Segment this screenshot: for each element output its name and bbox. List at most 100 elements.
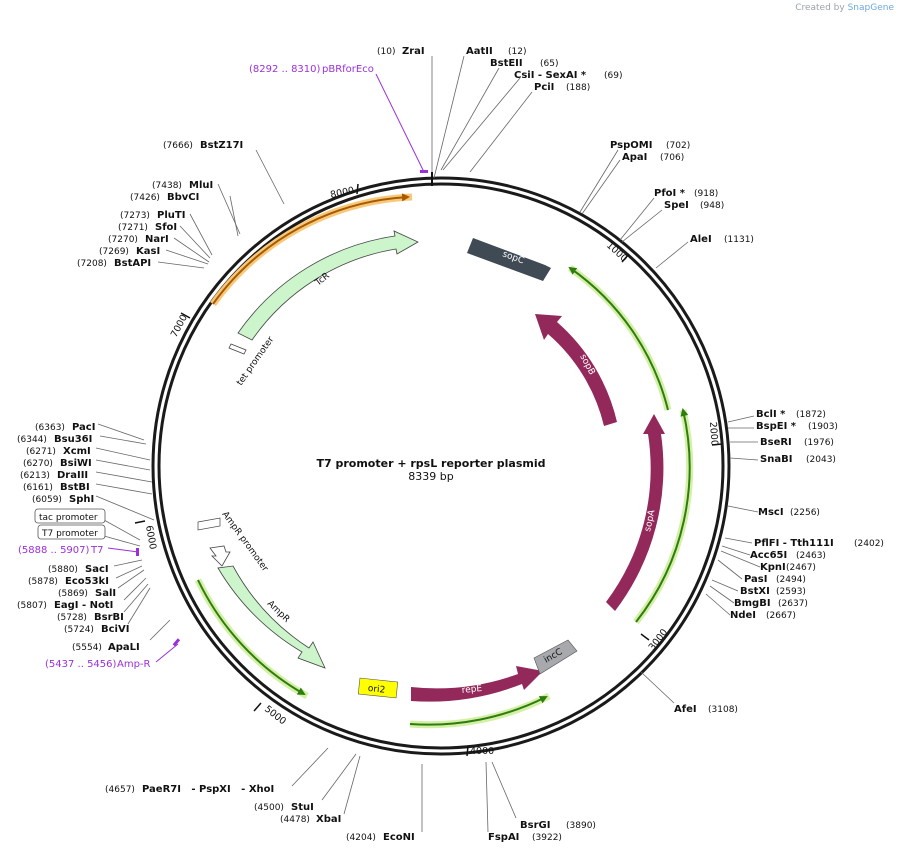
site-Eco53kI: Eco53kI — [65, 576, 109, 587]
site-BsrGI: BsrGI — [520, 820, 550, 831]
site-XbaI-pos: (4478) — [280, 815, 310, 825]
promoter-box-lines — [103, 519, 141, 547]
site-BstXI-pos: (2593) — [776, 587, 806, 597]
tick-2000: 2000 — [707, 421, 720, 446]
site-SacI: SacI — [85, 564, 109, 575]
site-BstAPI-pos: (7208) — [77, 259, 107, 269]
primer-pBRforEco-range: (8292 .. 8310) — [249, 64, 321, 75]
green-orf-left — [197, 579, 306, 695]
site-lines — [95, 55, 761, 833]
site-SpeI-pos: (948) — [700, 201, 724, 211]
site-AfeI: AfeI — [674, 704, 697, 715]
tick-3000: 3000 — [647, 627, 671, 653]
site-KasI: KasI — [136, 246, 160, 257]
site-BciVI: BciVI — [101, 624, 129, 635]
primer-T7-name: T7 — [90, 545, 103, 556]
ampR-feature — [217, 565, 326, 669]
site-AatII-pos: (12) — [508, 47, 526, 57]
site-BbvCI: BbvCI — [167, 192, 199, 203]
site-FspAI: FspAI — [488, 832, 519, 843]
repE-feature — [411, 666, 543, 702]
site-SalI: SalI — [95, 588, 116, 599]
site-BstBI-pos: (6161) — [23, 483, 53, 493]
site-PciI-pos: (188) — [566, 83, 590, 93]
site-ApaLI: ApaLI — [108, 642, 140, 653]
green-orf-right-lower — [635, 408, 691, 623]
primer-pBRforEco-name: pBRforEco — [322, 64, 374, 75]
site-labels: (10) ZraI AatII (12) BstEII (65) CsiI - … — [17, 46, 884, 843]
primer-AmpR-name: Amp-R — [117, 659, 151, 670]
tcr-feature — [237, 230, 419, 341]
site-Eco53kI-pos: (5878) — [28, 577, 58, 587]
ori2-label: ori2 — [367, 684, 385, 696]
tet-promoter-label: tet promoter — [235, 335, 276, 388]
site-PflFI-pos: (2402) — [854, 539, 884, 549]
sopB-feature — [535, 314, 617, 426]
site-SphI-pos: (6059) — [32, 495, 62, 505]
green-orf-right-lower-glow — [633, 409, 694, 625]
tick-4000: 4000 — [470, 746, 494, 757]
site-BclI: BclI * — [756, 409, 786, 420]
site-NdeI: NdeI — [730, 610, 756, 621]
site-XhoI-pos: (4657) — [105, 785, 135, 795]
site-PspOMI-pos: (702) — [666, 141, 690, 151]
site-StuI-pos: (4500) — [254, 803, 284, 813]
site-BstEII-pos: (65) — [540, 59, 558, 69]
sopA-feature — [606, 414, 665, 611]
site-BspEI: BspEI * — [756, 421, 797, 432]
site-BstAPI: BstAPI — [114, 258, 151, 269]
primer-AmpR-mark — [172, 638, 181, 647]
snapgene-credit: Created by SnapGene — [795, 3, 894, 13]
site-NotI-pos: (5807) — [17, 601, 47, 611]
site-XbaI: XbaI — [316, 814, 341, 825]
site-Acc65I: Acc65I — [750, 550, 787, 561]
site-SalI-pos: (5869) — [58, 589, 88, 599]
green-orf-bottom — [409, 696, 548, 726]
site-Acc65I-pos: (2463) — [796, 551, 826, 561]
primer-lines — [107, 73, 425, 663]
site-BseRI: BseRI — [760, 437, 792, 448]
snapgene-brand: SnapGene — [847, 3, 894, 13]
site-FspAI-pos: (3922) — [532, 833, 562, 843]
site-CsiI-pos: (69) — [604, 71, 622, 81]
site-EcoNI: EcoNI — [383, 832, 415, 843]
t7-promoter-label: T7 promoter — [41, 529, 98, 539]
tac-promoter-box — [34, 508, 106, 524]
site-ZraI: ZraI — [402, 46, 425, 57]
tick-6000: 6000 — [143, 525, 158, 551]
orange-orf — [212, 193, 410, 305]
site-BsiWI: BsiWI — [60, 458, 92, 469]
t7-promoter-box — [37, 524, 106, 540]
site-MluI: MluI — [189, 180, 213, 191]
ampR-promoter-label: AmpR promoter — [220, 510, 270, 574]
site-SphI: SphI — [69, 494, 94, 505]
primer-T7-range: (5888 .. 5907) — [18, 545, 90, 556]
site-PluTI: PluTI — [157, 210, 185, 221]
site-NarI-pos: (7270) — [108, 235, 138, 245]
site-PfoI: PfoI * — [654, 188, 686, 199]
site-PacI-pos: (6363) — [35, 423, 65, 433]
site-KpnI: KpnI — [760, 562, 786, 573]
site-BciVI-pos: (5724) — [64, 625, 94, 635]
site-BsrGI-pos: (3890) — [566, 821, 596, 831]
site-BsrBI: BsrBI — [94, 612, 124, 623]
site-SfoI-pos: (7271) — [118, 223, 148, 233]
repE-label: repE — [461, 684, 483, 696]
site-PacI: PacI — [72, 422, 95, 433]
site-PfoI-pos: (918) — [694, 189, 718, 199]
site-BstZ17I-pos: (7666) — [163, 141, 193, 151]
site-BclI-pos: (1872) — [796, 410, 826, 420]
scale-ticks — [134, 183, 723, 757]
site-CsiI: CsiI - SexAI * — [514, 70, 587, 81]
site-DraIII: DraIII — [57, 470, 88, 481]
site-AleI-pos: (1131) — [724, 235, 754, 245]
site-PspOMI: PspOMI — [610, 140, 652, 151]
site-AfeI-pos: (3108) — [708, 705, 738, 715]
primer-AmpR-range: (5437 .. 5456) — [45, 659, 117, 670]
site-MscI-pos: (2256) — [790, 508, 820, 518]
backbone-inner — [157, 182, 725, 750]
site-BmgBI: BmgBI — [734, 598, 771, 609]
site-PluTI-pos: (7273) — [120, 211, 150, 221]
green-orf-right-outer-glow — [568, 265, 672, 411]
